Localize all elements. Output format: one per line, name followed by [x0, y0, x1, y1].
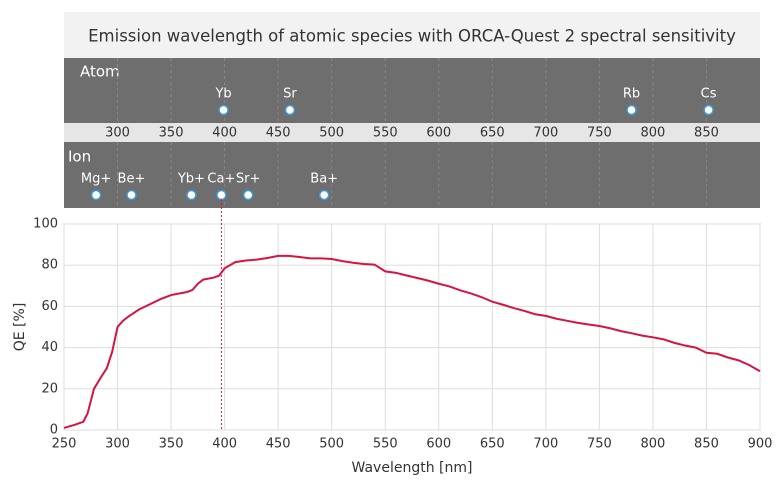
- x-tick-label: 550: [373, 437, 398, 452]
- atom-name: Yb: [214, 87, 231, 102]
- ion-label: Ion: [68, 148, 91, 166]
- y-tick-label: 40: [41, 340, 58, 355]
- ion-name: Be+: [118, 172, 146, 187]
- x-tick-label: 500: [319, 437, 344, 452]
- band-tick-label: 400: [212, 126, 237, 141]
- plot-frame: [63, 223, 761, 431]
- ion-name: Ba+: [310, 172, 338, 187]
- y-tick-label: 0: [50, 423, 58, 438]
- ion-marker: [90, 189, 102, 201]
- ion-marker: [186, 189, 197, 201]
- ion-marker: [216, 189, 227, 201]
- x-tick-label: 700: [533, 437, 558, 452]
- x-tick-label: 350: [159, 437, 184, 452]
- ion-band: [64, 142, 760, 208]
- band-tick-label: 450: [266, 126, 291, 141]
- ion-name: Mg+: [81, 172, 111, 187]
- qe-line: [63, 254, 761, 429]
- x-tick-label: 800: [641, 437, 666, 452]
- band-tick-label: 850: [694, 126, 719, 141]
- ion-name: Ca+: [207, 172, 235, 187]
- atom-marker: [284, 104, 296, 116]
- chart-title: Emission wavelength of atomic species wi…: [88, 27, 736, 46]
- ion-marker: [242, 189, 254, 201]
- y-axis-label: QE [%]: [12, 303, 28, 352]
- ion-marker: [318, 189, 330, 201]
- y-tick-label: 80: [41, 258, 58, 273]
- atom-name: Cs: [701, 87, 717, 102]
- y-tick-label: 20: [41, 381, 58, 396]
- band-tick-label: 300: [105, 126, 130, 141]
- band-tick-label: 500: [319, 126, 344, 141]
- y-tick-label: 100: [33, 217, 58, 232]
- x-tick-label: 600: [426, 437, 451, 452]
- x-tick-label: 250: [52, 437, 77, 452]
- band-tick-label: 650: [480, 126, 505, 141]
- x-axis-label: Wavelength [nm]: [352, 460, 473, 476]
- band-tick-label: 800: [641, 126, 666, 141]
- x-tick-label: 900: [748, 437, 773, 452]
- x-tick-label: 650: [480, 437, 505, 452]
- title-band: [64, 12, 760, 58]
- x-tick-label: 750: [587, 437, 612, 452]
- atom-band: [64, 58, 760, 123]
- y-tick-label: 60: [41, 299, 58, 314]
- atom-name: Sr: [283, 87, 297, 102]
- band-tick-label: 600: [426, 126, 451, 141]
- x-tick-label: 300: [105, 437, 130, 452]
- atom-name: Rb: [623, 87, 640, 102]
- band-tick-label: 700: [533, 126, 558, 141]
- atom-label: Atom: [80, 63, 120, 81]
- x-tick-label: 450: [266, 437, 291, 452]
- atom-marker: [218, 104, 229, 116]
- ion-name: Sr+: [236, 172, 261, 187]
- atom-marker: [626, 104, 637, 116]
- band-tick-label: 550: [373, 126, 398, 141]
- atom-marker: [703, 104, 714, 116]
- band-tick-label: 350: [159, 126, 184, 141]
- ion-marker: [126, 189, 137, 201]
- x-tick-label: 400: [212, 437, 237, 452]
- ion-name: Yb+: [177, 172, 205, 187]
- x-tick-label: 850: [694, 437, 719, 452]
- tick-band: [64, 123, 760, 142]
- band-tick-label: 750: [587, 126, 612, 141]
